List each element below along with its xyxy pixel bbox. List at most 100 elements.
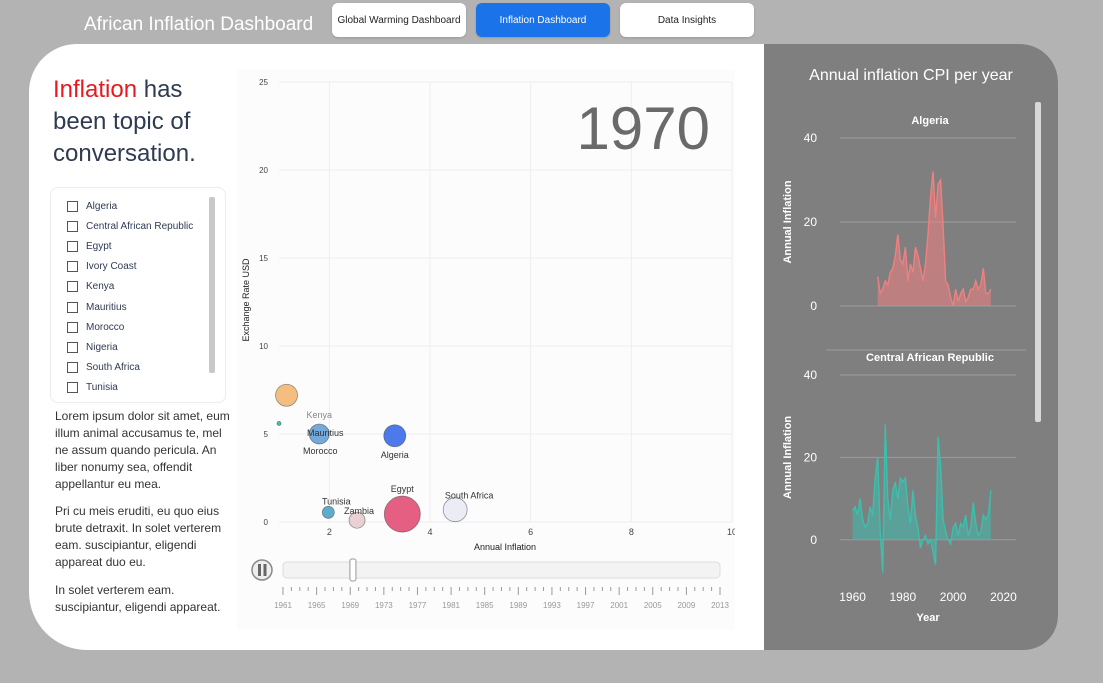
- pause-icon-bg[interactable]: [251, 559, 273, 581]
- country-option-mauritius[interactable]: Mauritius: [67, 301, 127, 313]
- x-tick-label: 6: [528, 527, 533, 537]
- y-tick-label: 20: [804, 215, 818, 229]
- timeline-year-label: 2009: [677, 601, 695, 610]
- country-label: Mauritius: [86, 301, 127, 313]
- bubble-label: South Africa: [445, 491, 494, 501]
- y-axis-title: Annual Inflation: [782, 416, 794, 499]
- checkbox[interactable]: [67, 281, 78, 293]
- timeline-year-label: 1981: [442, 601, 460, 610]
- year-frame-label: 1970: [577, 95, 710, 162]
- bubble-label: Algeria: [381, 450, 409, 460]
- timeline-year-label: 1989: [509, 601, 527, 610]
- country-label: Egypt: [86, 241, 112, 253]
- bubble-point[interactable]: [348, 511, 366, 529]
- country-option-tunisia[interactable]: Tunisia: [67, 381, 118, 393]
- country-label: Nigeria: [86, 341, 118, 353]
- checkbox[interactable]: [67, 221, 78, 233]
- country-option-central-african-republic[interactable]: Central African Republic: [67, 221, 194, 233]
- x-tick-label: 1980: [890, 590, 917, 604]
- country-label: Algeria: [86, 201, 118, 212]
- area-fill: [877, 171, 991, 306]
- timeline-year-label: 2005: [644, 601, 662, 610]
- nav-global-warming-button[interactable]: Global Warming Dashboard: [332, 3, 466, 37]
- country-label: South Africa: [86, 361, 140, 373]
- bubble-label: Zambia: [344, 506, 374, 516]
- timeline-year-label: 1977: [409, 601, 427, 610]
- y-tick-label: 20: [804, 450, 818, 464]
- body-paragraph-2: Pri cu meis eruditi, eu quo eius brute d…: [55, 504, 222, 569]
- country-list-scrollbar[interactable]: [209, 197, 215, 373]
- right-panel-title: Annual inflation CPI per year: [809, 67, 1013, 84]
- country-label: Ivory Coast: [86, 261, 137, 273]
- checkbox[interactable]: [67, 261, 78, 273]
- country-option-south-africa[interactable]: South Africa: [67, 361, 140, 373]
- y-tick-label: 10: [259, 342, 268, 351]
- bubble-point[interactable]: [276, 421, 282, 426]
- bubble-label: Tunisia: [322, 496, 351, 506]
- x-axis-title: Year: [916, 612, 940, 624]
- country-option-egypt[interactable]: Egypt: [67, 241, 112, 253]
- country-option-ivory-coast[interactable]: Ivory Coast: [67, 261, 137, 273]
- timeline-year-label: 2013: [711, 601, 729, 610]
- inflation-area-charts: Annual inflation CPI per year Algeria 0 20 4…: [782, 67, 1041, 624]
- bubble-label: Morocco: [303, 446, 338, 456]
- checkbox[interactable]: [67, 341, 78, 353]
- timeline-year-label: 1965: [308, 601, 326, 610]
- x-axis-title: Annual Inflation: [474, 542, 536, 552]
- right-panel: Annual inflation CPI per year Algeria 0 20 4…: [764, 44, 1058, 650]
- y-axis-title: Exchange Rate USD: [241, 258, 251, 342]
- checkbox[interactable]: [67, 361, 78, 373]
- bubble-point[interactable]: [275, 383, 298, 407]
- bubble-point[interactable]: [383, 424, 407, 448]
- y-tick-label: 0: [810, 533, 817, 547]
- checkbox[interactable]: [67, 321, 78, 333]
- country-option-nigeria[interactable]: Nigeria: [67, 341, 118, 353]
- y-tick-label: 0: [264, 518, 269, 527]
- body-paragraph-1: Lorem ipsum dolor sit amet, eum illum an…: [55, 409, 230, 491]
- right-panel-scrollbar[interactable]: [1035, 102, 1041, 422]
- x-tick-label: 8: [629, 527, 634, 537]
- country-option-morocco[interactable]: Morocco: [67, 321, 125, 333]
- timeline-year-label: 1969: [341, 601, 359, 610]
- y-tick-label: 25: [259, 78, 268, 87]
- y-tick-label: 20: [259, 166, 268, 175]
- nav-inflation-button[interactable]: Inflation Dashboard: [476, 3, 610, 37]
- bubble-point[interactable]: [442, 497, 468, 523]
- bubble-point[interactable]: [308, 423, 330, 445]
- bubble-point[interactable]: [321, 505, 335, 519]
- y-tick-label: 40: [804, 368, 818, 382]
- bubble-label: Mauritius: [307, 428, 344, 438]
- x-tick-label: 2000: [940, 590, 967, 604]
- area-fill: [852, 424, 991, 573]
- timeline-track[interactable]: [282, 561, 721, 579]
- y-tick-label: 0: [810, 299, 817, 313]
- area-chart-title: Central African Republic: [866, 352, 994, 364]
- pause-icon: [258, 564, 261, 576]
- timeline-year-label: 1993: [543, 601, 561, 610]
- checkbox[interactable]: [67, 381, 78, 393]
- area-line: [851, 424, 992, 573]
- app-title: African Inflation Dashboard: [84, 14, 314, 35]
- y-tick-label: 5: [264, 430, 269, 439]
- y-tick-label: 15: [259, 254, 268, 263]
- pause-icon: [263, 564, 267, 576]
- x-tick-label: 10: [727, 527, 735, 537]
- country-label: Morocco: [86, 321, 125, 333]
- country-option-kenya[interactable]: Kenya: [67, 281, 114, 293]
- pause-button[interactable]: [251, 559, 273, 581]
- y-tick-label: 40: [804, 131, 818, 145]
- country-label: Tunisia: [86, 381, 118, 393]
- x-tick-label: 1960: [839, 590, 866, 604]
- country-label: Central African Republic: [86, 221, 194, 233]
- bubble-point[interactable]: [383, 495, 421, 533]
- headline-highlight: Inflation: [53, 76, 138, 103]
- y-axis-title: Annual Inflation: [782, 180, 794, 263]
- timeline-handle[interactable]: [349, 558, 357, 582]
- checkbox[interactable]: [67, 301, 78, 313]
- checkbox[interactable]: [67, 201, 78, 212]
- nav-data-insights-button[interactable]: Data Insights: [620, 3, 754, 37]
- x-tick-label: 2020: [990, 590, 1017, 604]
- checkbox[interactable]: [67, 241, 78, 253]
- timeline-year-label: 2001: [610, 601, 628, 610]
- country-option-algeria[interactable]: Algeria: [67, 201, 117, 212]
